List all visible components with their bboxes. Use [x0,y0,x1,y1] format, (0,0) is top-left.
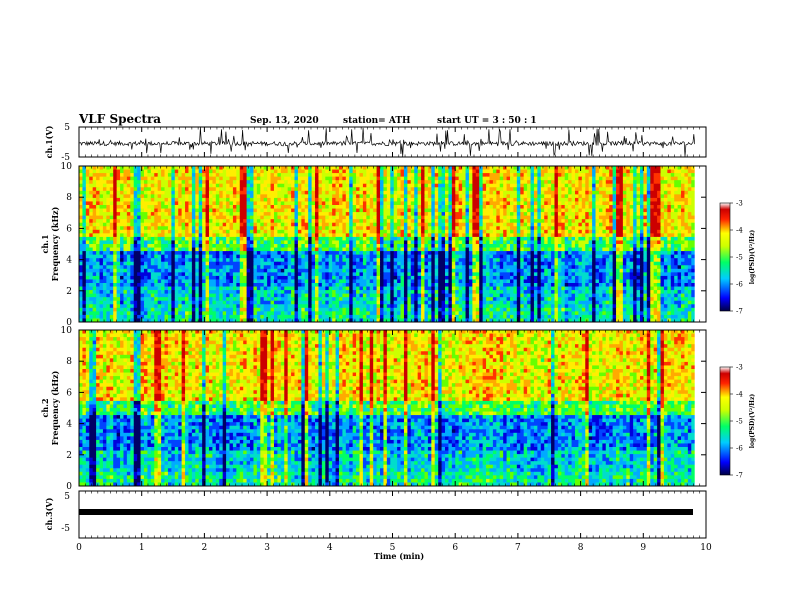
ch1-spectrogram-ytick-label: 2 [66,287,72,297]
time-axis: 0 1 2 3 4 5 6 7 8 9 10 [76,127,712,553]
time-tick-label: 0 [76,543,82,553]
ch1-spectrogram-ytick-label: 8 [66,193,72,203]
time-tick-label: 8 [578,543,584,553]
ch2-spectrogram-ylabel-frequency: Frequency (kHz) [50,370,60,445]
ch1-colorbar-tick-label: -5 [736,254,743,262]
time-tick-label: 2 [202,543,208,553]
time-tick-label: 4 [327,543,333,553]
ch1-colorbar [719,202,731,312]
ch2-spectrogram-image [79,330,706,487]
ch2-colorbar-tick-label: -5 [736,418,743,426]
ch1-colorbar-tick-label: -6 [736,281,743,289]
date-label: Sep. 13, 2020 [250,116,319,126]
ch1-spectrogram-ytick-label: 6 [66,224,72,234]
ch2-colorbar-tick-label: -6 [736,445,743,453]
ch2-spectrogram-ytick-label: 8 [66,357,72,367]
ch3-waveform-ylabel: ch.3(V) [44,497,54,530]
ch1-ytick-top: 5 [64,123,70,133]
time-tick-label: 5 [390,543,396,553]
time-tick-label: 1 [139,543,145,553]
ch2-spectrogram-ytick-label: 0 [66,482,72,492]
ch2-spectrogram-ytick-label: 6 [66,388,72,398]
ch1-colorbar-tick-label: -3 [736,200,743,208]
time-tick-label: 7 [515,543,521,553]
ch2-colorbar-tick-label: -7 [736,472,743,480]
ch1-spectrogram-image [79,166,706,323]
ch1-spectrogram-ytick-label: 0 [66,318,72,328]
time-tick-label: 6 [452,543,458,553]
time-axis-label: Time (min) [374,551,424,561]
ch1-waveform-panel: 5 -5 ch.1(V) [44,123,707,163]
ch1-spectrogram-ytick-label: 10 [61,162,73,172]
ch1-colorbar-tick-label: -4 [736,227,743,235]
ch2-spectrogram-ytick-label: 2 [66,451,72,461]
ch2-colorbar-tick-label: -3 [736,364,743,372]
ch3-ytick-bottom: -5 [61,524,70,534]
ch1-ytick-bottom: -5 [61,153,70,163]
ch1-spectrogram-ylabel-frequency: Frequency (kHz) [50,206,60,281]
ch3-waveform-panel: 5 -5 ch.3(V) [44,490,707,539]
ch2-spectrogram-ytick-label: 4 [66,420,72,430]
ch1-colorbar-label: log(PSD)(V²/Hz) [749,230,756,285]
ch1-spectrogram-ylabel-channel: ch.1 [40,234,50,253]
ch1-spectrogram-ytick-label: 4 [66,256,72,266]
ch1-colorbar-tick-label: -7 [736,308,743,316]
time-tick-label: 9 [640,543,646,553]
ch2-colorbar [719,366,731,476]
time-tick-label: 3 [264,543,270,553]
station-label: station= ATH [343,116,411,126]
ch3-waveform-trace [79,509,693,515]
time-tick-label: 10 [700,543,712,553]
figure-title: VLF Spectra [78,112,161,126]
ch2-spectrogram-ytick-label: 10 [61,326,73,336]
ch2-colorbar-tick-label: -4 [736,391,743,399]
start-time-label: start UT = 3 : 50 : 1 [437,116,537,126]
ch2-colorbar-label: log(PSD)(V²/Hz) [749,394,756,449]
ch1-waveform-trace [78,127,696,157]
ch1-waveform-ylabel: ch.1(V) [44,125,54,158]
ch3-ytick-top: 5 [64,492,70,502]
ch2-spectrogram-ylabel-channel: ch.2 [40,398,50,417]
